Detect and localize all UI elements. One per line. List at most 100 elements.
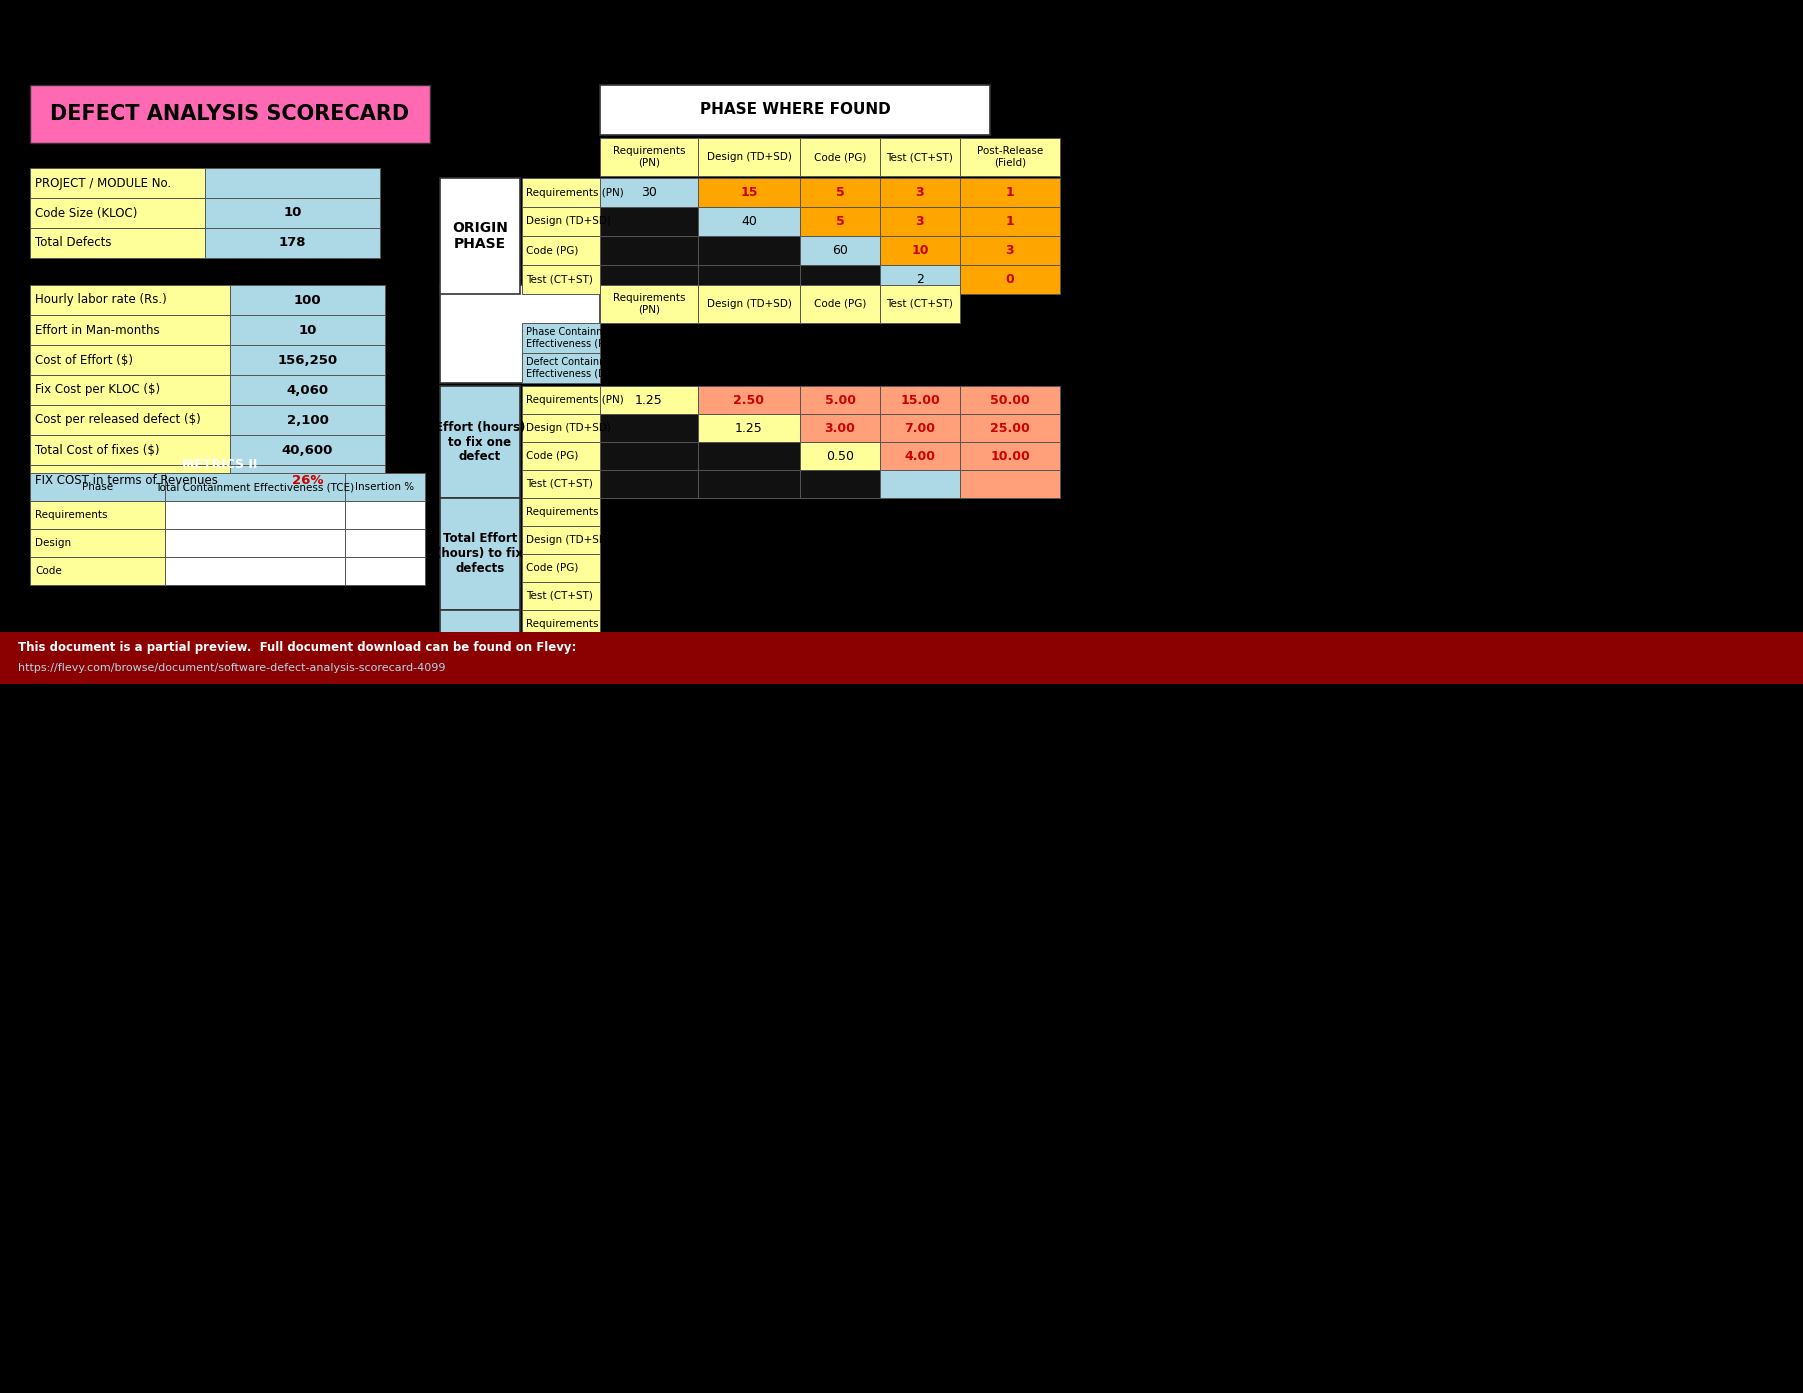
Bar — [959, 208, 1060, 235]
Text: 100: 100 — [294, 294, 321, 306]
Bar — [698, 178, 801, 208]
Bar — [31, 435, 231, 465]
Text: Test (CT+ST): Test (CT+ST) — [887, 299, 954, 309]
Text: 0.50: 0.50 — [826, 450, 855, 462]
Bar — [801, 208, 880, 235]
Text: 156,250: 156,250 — [278, 354, 337, 366]
Bar — [801, 414, 880, 442]
Bar — [523, 265, 600, 294]
Text: Design (TD+SD): Design (TD+SD) — [526, 646, 611, 657]
Bar — [880, 386, 959, 414]
Bar — [880, 235, 959, 265]
Text: Phase: Phase — [81, 482, 114, 492]
Text: Fix Cost per KLOC ($): Fix Cost per KLOC ($) — [34, 383, 160, 397]
Bar — [31, 375, 231, 405]
Bar — [880, 265, 959, 294]
Bar — [206, 228, 380, 258]
Text: Code: Code — [34, 566, 61, 575]
Bar — [31, 465, 231, 495]
Bar — [231, 375, 386, 405]
Bar — [698, 265, 801, 294]
Bar — [523, 386, 600, 414]
Bar — [231, 465, 386, 495]
Text: This document is a partial preview.  Full document download can be found on Flev: This document is a partial preview. Full… — [18, 642, 577, 655]
Bar — [600, 178, 698, 208]
Bar — [523, 208, 600, 235]
Bar — [959, 138, 1060, 176]
Bar — [880, 414, 959, 442]
Bar — [231, 405, 386, 435]
Bar — [31, 345, 231, 375]
Text: 178: 178 — [279, 237, 307, 249]
Bar — [523, 442, 600, 469]
Text: 5.00: 5.00 — [824, 393, 855, 407]
Bar — [0, 632, 1803, 684]
Text: Design: Design — [34, 538, 70, 547]
Text: Hourly labor rate (Rs.): Hourly labor rate (Rs.) — [34, 294, 166, 306]
Text: https://flevy.com/browse/document/software-defect-analysis-scorecard-4099: https://flevy.com/browse/document/softwa… — [18, 663, 445, 673]
Bar — [600, 286, 698, 323]
Text: Phase Containment
Effectiveness (PCE): Phase Containment Effectiveness (PCE) — [526, 327, 622, 348]
Bar — [698, 208, 801, 235]
Bar — [600, 138, 698, 176]
Text: 7.00: 7.00 — [905, 422, 936, 435]
Bar — [440, 178, 519, 294]
Bar — [344, 557, 426, 585]
Bar — [440, 286, 600, 383]
Text: Code (PG): Code (PG) — [813, 152, 865, 162]
Bar — [801, 442, 880, 469]
Text: 1: 1 — [1006, 187, 1015, 199]
Text: FIX COST in terms of Revenues: FIX COST in terms of Revenues — [34, 474, 218, 486]
Text: Design (TD+SD): Design (TD+SD) — [707, 152, 792, 162]
Text: 10: 10 — [911, 244, 929, 256]
Bar — [523, 554, 600, 582]
Bar — [880, 469, 959, 499]
Bar — [880, 442, 959, 469]
Bar — [523, 178, 600, 208]
Text: METRICS I: METRICS I — [445, 266, 516, 280]
Bar — [523, 235, 600, 265]
Bar — [959, 235, 1060, 265]
Text: Requirements (PN): Requirements (PN) — [526, 618, 624, 630]
Bar — [231, 286, 386, 315]
Text: Code (PG): Code (PG) — [526, 451, 579, 461]
Bar — [600, 442, 698, 469]
Text: 3: 3 — [916, 215, 925, 228]
Text: Total Effort
(hours) to fix
defects: Total Effort (hours) to fix defects — [436, 532, 523, 575]
Bar — [166, 474, 344, 501]
Text: Cost per released defect ($): Cost per released defect ($) — [34, 414, 200, 426]
Bar — [523, 469, 600, 499]
Bar — [31, 557, 166, 585]
Bar — [523, 414, 600, 442]
Bar — [698, 469, 801, 499]
Text: 26%: 26% — [292, 474, 323, 486]
Text: Post-Release
(Field): Post-Release (Field) — [977, 146, 1044, 167]
Bar — [698, 138, 801, 176]
Bar — [801, 469, 880, 499]
Text: 40: 40 — [741, 215, 757, 228]
Text: 10: 10 — [297, 323, 317, 337]
Text: Code Size (KLOC): Code Size (KLOC) — [34, 206, 137, 220]
Bar — [31, 315, 231, 345]
Bar — [698, 235, 801, 265]
Text: 2: 2 — [916, 273, 923, 286]
Bar — [523, 610, 600, 638]
Bar — [31, 228, 206, 258]
Text: Requirements
(PN): Requirements (PN) — [613, 293, 685, 315]
Text: 2.50: 2.50 — [734, 393, 764, 407]
Bar — [959, 414, 1060, 442]
Text: Total Cost of fixes ($): Total Cost of fixes ($) — [34, 443, 159, 457]
Bar — [523, 582, 600, 610]
Bar — [600, 85, 990, 135]
Bar — [31, 286, 231, 315]
Bar — [523, 527, 600, 554]
Text: Requirements: Requirements — [34, 510, 108, 520]
Bar — [880, 138, 959, 176]
Text: 4,060: 4,060 — [287, 383, 328, 397]
Text: Test (CT+ST): Test (CT+ST) — [526, 591, 593, 600]
Bar — [959, 469, 1060, 499]
Bar — [523, 352, 600, 383]
Bar — [959, 442, 1060, 469]
Text: DEFECT ANALYSIS SCORECARD: DEFECT ANALYSIS SCORECARD — [50, 104, 409, 124]
Text: Design (TD+SD): Design (TD+SD) — [526, 535, 611, 545]
